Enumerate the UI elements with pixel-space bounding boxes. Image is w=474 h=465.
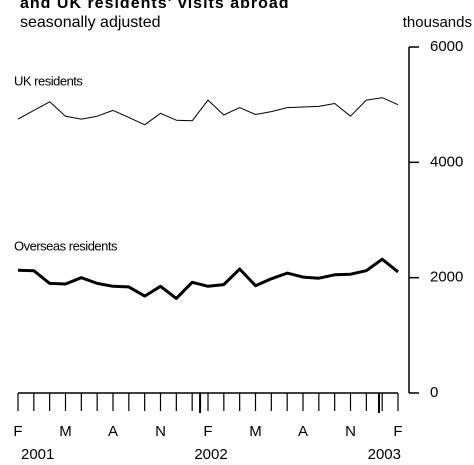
x-tick-label: N — [345, 423, 356, 440]
x-year-label: 2001 — [21, 446, 54, 463]
x-tick-label: A — [108, 423, 118, 440]
series-line — [17, 257, 399, 300]
y-tick-label: 4000 — [430, 153, 463, 170]
x-tick-label: A — [298, 423, 308, 440]
chart-title: and UK residents' visits abroad — [20, 0, 290, 12]
x-tick-label: F — [203, 423, 212, 440]
x-tick-label: M — [59, 423, 72, 440]
chart-subtitle: seasonally adjusted — [20, 14, 161, 31]
x-tick-label: F — [13, 423, 22, 440]
x-year-label: 2003 — [368, 446, 401, 463]
x-tick-label: F — [393, 423, 402, 440]
x-tick-label: M — [249, 423, 262, 440]
series-line — [17, 97, 399, 126]
x-tick-label: N — [155, 423, 166, 440]
y-tick-label: 6000 — [430, 38, 463, 55]
y-unit: thousands — [403, 14, 472, 31]
series-label: UK residents — [14, 73, 83, 88]
x-year-label: 2002 — [194, 446, 227, 463]
y-tick-label: 0 — [430, 384, 438, 401]
y-tick-label: 2000 — [430, 269, 463, 286]
series-label: Overseas residents — [14, 238, 118, 253]
